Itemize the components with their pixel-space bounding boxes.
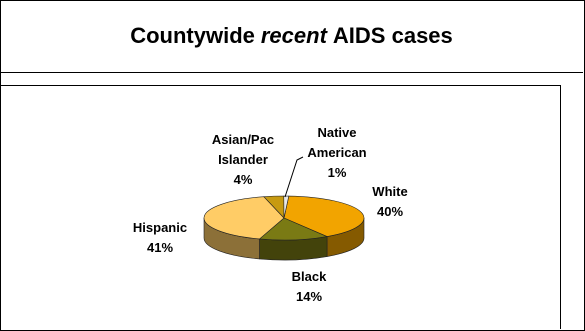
chart-area-top-rule	[0, 85, 560, 86]
pie-labels: White 40% Black 14% Hispanic 41% Asian/Pac Isla…	[133, 125, 408, 304]
slice-label-3: Asian/Pac Islander 4%	[212, 132, 274, 187]
pie-slice-4	[283, 195, 290, 219]
title-suffix: AIDS cases	[332, 23, 453, 48]
slice-label-4: Native American 1%	[307, 125, 366, 180]
chart-title: Countywide recent AIDS cases	[0, 0, 583, 73]
pie-slice-1	[258, 217, 329, 241]
native-american-leader-line	[284, 156, 304, 198]
pie-tops	[203, 195, 365, 241]
slice-label-0: White 40%	[372, 184, 407, 219]
slice-label-1: Black 14%	[292, 269, 327, 304]
slice-label-2: Hispanic 41%	[133, 220, 187, 255]
title-emphasis: recent	[260, 23, 327, 48]
chart-area-right-rule	[560, 85, 561, 329]
title-prefix: Countywide	[130, 23, 255, 48]
pie-slice-2	[203, 196, 285, 240]
